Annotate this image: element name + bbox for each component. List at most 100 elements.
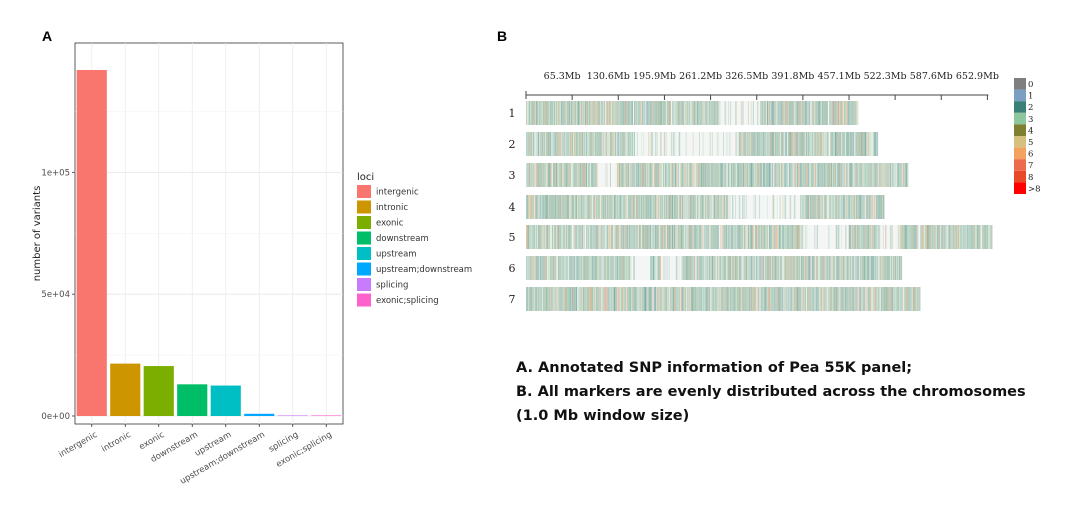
density-window bbox=[704, 287, 705, 311]
density-window bbox=[568, 287, 570, 311]
density-window bbox=[830, 195, 832, 219]
density-window bbox=[574, 101, 575, 125]
density-window bbox=[622, 132, 624, 156]
density-window bbox=[594, 287, 596, 311]
density-window bbox=[600, 256, 602, 280]
density-window bbox=[612, 101, 614, 125]
density-window bbox=[808, 132, 810, 156]
density-window bbox=[743, 287, 745, 311]
density-window bbox=[838, 256, 840, 280]
density-window bbox=[547, 225, 549, 249]
density-window bbox=[829, 163, 831, 187]
density-window bbox=[562, 287, 563, 311]
density-window bbox=[576, 256, 578, 280]
density-window bbox=[825, 132, 827, 156]
x-tick-label: 587.6Mb bbox=[910, 71, 953, 82]
density-window bbox=[839, 101, 841, 125]
density-window bbox=[780, 256, 782, 280]
density-window bbox=[817, 163, 819, 187]
density-window bbox=[851, 195, 853, 219]
density-window bbox=[935, 225, 937, 249]
x-tick-label: 130.6Mb bbox=[587, 71, 630, 82]
chromosome-label: 2 bbox=[509, 138, 516, 151]
density-window bbox=[723, 195, 725, 219]
density-window bbox=[832, 256, 833, 280]
density-window bbox=[986, 225, 988, 249]
density-window bbox=[598, 132, 600, 156]
density-window bbox=[848, 287, 850, 311]
density-window bbox=[717, 195, 719, 219]
density-window bbox=[570, 195, 572, 219]
density-window bbox=[526, 256, 527, 280]
density-window bbox=[901, 163, 903, 187]
density-window bbox=[583, 101, 585, 125]
density-window bbox=[573, 287, 575, 311]
density-window bbox=[811, 287, 813, 311]
density-window bbox=[728, 225, 729, 249]
density-window bbox=[548, 132, 550, 156]
density-window bbox=[875, 225, 877, 249]
density-window bbox=[867, 132, 869, 156]
density-window bbox=[646, 163, 647, 187]
density-window bbox=[628, 256, 630, 280]
density-window bbox=[885, 287, 886, 311]
density-window bbox=[676, 287, 678, 311]
density-window bbox=[879, 225, 881, 249]
density-window bbox=[644, 225, 646, 249]
density-window bbox=[596, 287, 598, 311]
density-window bbox=[571, 101, 573, 125]
density-window bbox=[836, 132, 838, 156]
density-window bbox=[989, 225, 991, 249]
density-window bbox=[914, 287, 916, 311]
density-window bbox=[554, 225, 556, 249]
density-window bbox=[861, 195, 863, 219]
density-window bbox=[558, 287, 560, 311]
density-legend-label: 8 bbox=[1028, 173, 1033, 183]
density-window bbox=[737, 256, 739, 280]
density-window bbox=[554, 101, 556, 125]
density-window bbox=[675, 225, 677, 249]
density-window bbox=[651, 256, 652, 280]
density-window bbox=[680, 195, 681, 219]
density-window bbox=[674, 163, 676, 187]
density-window bbox=[730, 101, 732, 125]
density-window bbox=[898, 287, 900, 311]
density-window bbox=[844, 287, 845, 311]
density-window bbox=[734, 225, 736, 249]
density-window bbox=[831, 132, 833, 156]
density-window bbox=[778, 132, 780, 156]
density-window bbox=[764, 163, 766, 187]
density-window bbox=[762, 163, 763, 187]
density-window bbox=[547, 163, 549, 187]
density-window bbox=[962, 225, 963, 249]
density-window bbox=[566, 287, 568, 311]
density-window bbox=[610, 101, 612, 125]
density-window bbox=[664, 287, 666, 311]
density-window bbox=[829, 132, 831, 156]
density-window bbox=[677, 163, 679, 187]
density-window bbox=[592, 287, 594, 311]
density-window bbox=[875, 132, 877, 156]
density-window bbox=[771, 225, 773, 249]
density-window bbox=[763, 132, 765, 156]
density-window bbox=[765, 163, 767, 187]
density-window bbox=[551, 163, 553, 187]
density-window bbox=[822, 287, 823, 311]
density-window bbox=[848, 132, 850, 156]
density-window bbox=[632, 132, 634, 156]
density-window bbox=[736, 256, 738, 280]
density-window bbox=[809, 101, 811, 125]
chromosome-label: 5 bbox=[509, 231, 516, 244]
density-window bbox=[878, 225, 880, 249]
density-window bbox=[653, 225, 655, 249]
density-window bbox=[629, 101, 631, 125]
density-window bbox=[863, 256, 864, 280]
density-window bbox=[780, 287, 782, 311]
density-window bbox=[552, 195, 554, 219]
density-window bbox=[892, 287, 894, 311]
density-window bbox=[758, 225, 760, 249]
density-window bbox=[690, 256, 692, 280]
density-window bbox=[870, 287, 872, 311]
density-window bbox=[697, 163, 699, 187]
density-window bbox=[611, 101, 613, 125]
